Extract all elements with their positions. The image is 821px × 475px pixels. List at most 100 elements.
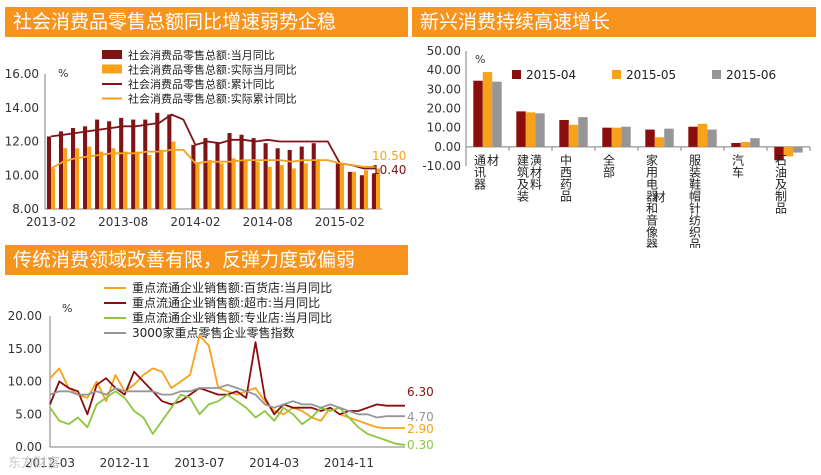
- bar: [750, 138, 760, 147]
- chart3-title-banner: 传统消费领域改善有限，反弹力度或偏弱: [5, 245, 408, 275]
- bar: [167, 114, 172, 209]
- bar: [516, 111, 526, 147]
- category-label: 石油及制品: [774, 154, 788, 214]
- bar: [707, 129, 717, 147]
- series-line: [49, 334, 405, 429]
- chart1-title: 社会消费品零售总额同比增速弱势企稳: [13, 11, 337, 33]
- bar: [645, 129, 655, 147]
- chart3-traditional-consumption: % 0.00 5.00 10.00 15.00 20.00 2012-03 2012-11 20…: [8, 280, 434, 470]
- chart1-title-banner: 社会消费品零售总额同比增速弱势企稳: [5, 7, 408, 37]
- chart2-title-banner: 新兴消费持续高速增长: [412, 7, 816, 37]
- end-label: 10.40: [372, 163, 406, 177]
- legend-label: 重点流通企业销售额:超市:当月同比: [132, 295, 320, 310]
- legend-label: 2015-04: [526, 68, 576, 82]
- end-label: 2.90: [407, 422, 434, 436]
- x-tick-label: 2014-08: [243, 215, 293, 229]
- bar: [111, 148, 116, 209]
- category-label: 汽车: [731, 152, 745, 178]
- bar: [147, 155, 152, 209]
- legend-label: 2015-05: [626, 68, 676, 82]
- bar: [287, 149, 292, 209]
- bar: [335, 163, 340, 209]
- bar: [359, 175, 364, 209]
- category-label: 服装鞋帽针纺织品: [688, 153, 702, 248]
- bar: [697, 123, 708, 147]
- bar: [783, 146, 794, 157]
- bar: [70, 128, 76, 209]
- legend-swatch: [102, 50, 122, 59]
- bar: [664, 128, 674, 147]
- bar: [227, 133, 232, 209]
- bar: [347, 171, 352, 209]
- end-label: 10.50: [372, 149, 406, 163]
- bar: [99, 151, 104, 209]
- bar: [83, 126, 88, 209]
- x-tick-label: 2013-07: [174, 456, 224, 470]
- bar: [688, 126, 698, 147]
- series-line: [49, 383, 405, 419]
- bar: [63, 148, 68, 209]
- bar: [482, 72, 493, 147]
- chart2-emerging-consumption: -10.00 0.00 10.00 20.00 30.00 40.00 50.00% 通讯器材…: [422, 44, 811, 248]
- legend-label: 重点流通企业销售额:百货店:当月同比: [132, 280, 332, 295]
- bar: [123, 151, 128, 209]
- legend-swatch: [612, 70, 621, 79]
- watermark: 东方财富: [8, 456, 61, 471]
- bar: [793, 146, 803, 153]
- bar: [135, 151, 140, 209]
- bar: [363, 170, 369, 209]
- bar: [568, 124, 579, 147]
- series-line: [50, 113, 376, 170]
- y-unit: %: [475, 53, 485, 66]
- legend-label: 社会消费品零售总额:实际累计同比: [128, 92, 297, 106]
- bar: [203, 138, 208, 209]
- bar: [195, 163, 200, 209]
- bar: [492, 81, 502, 147]
- y-tick-label: 15.00: [8, 342, 42, 356]
- bar: [143, 119, 148, 209]
- y-tick-label: 16.00: [5, 67, 39, 81]
- series-line: [50, 149, 376, 170]
- bar: [351, 171, 357, 209]
- bar: [559, 120, 569, 147]
- bar: [243, 160, 248, 209]
- y-tick-label: 14.00: [5, 101, 39, 115]
- bar: [215, 143, 220, 209]
- bar: [191, 144, 196, 209]
- chart3-title: 传统消费领域改善有限，反弹力度或偏弱: [13, 249, 356, 271]
- bar: [315, 160, 320, 209]
- bar: [263, 143, 268, 209]
- category-label: 潢材料: [529, 153, 543, 189]
- legend-label: 重点流通企业销售额:专业店:当月同比: [132, 310, 332, 325]
- category-label: 材: [654, 190, 666, 204]
- bar: [654, 137, 665, 147]
- series-line: [49, 341, 405, 416]
- bar: [375, 168, 381, 209]
- bar: [155, 112, 160, 209]
- y-tick-label: 20.00: [427, 102, 461, 116]
- bar: [207, 160, 212, 209]
- y-tick-label: 50.00: [427, 44, 461, 58]
- x-tick-label: 2014-02: [170, 215, 220, 229]
- bar: [255, 161, 260, 209]
- legend-label: 社会消费品零售总额:实际当月同比: [128, 63, 297, 77]
- y-tick-label: 8.00: [12, 202, 39, 216]
- y-tick-label: 10.00: [427, 121, 461, 135]
- legend-swatch: [712, 70, 721, 79]
- legend-label: 社会消费品零售总额:当月同比: [128, 48, 275, 62]
- bar: [621, 126, 631, 147]
- bar: [219, 163, 224, 209]
- x-tick-label: 2014-11: [324, 456, 374, 470]
- y-tick-label: 0.00: [15, 440, 42, 454]
- bar: [279, 165, 284, 209]
- y-tick-label: 5.00: [15, 407, 42, 421]
- bar: [275, 148, 280, 209]
- bar: [578, 117, 588, 147]
- bar: [611, 127, 622, 147]
- x-tick-label: 2015-02: [315, 215, 365, 229]
- bar: [339, 163, 344, 209]
- chart2-title: 新兴消费持续高速增长: [420, 11, 611, 33]
- legend-swatch: [512, 70, 521, 79]
- x-tick-label: 2013-08: [98, 215, 148, 229]
- end-label: 0.30: [407, 438, 434, 452]
